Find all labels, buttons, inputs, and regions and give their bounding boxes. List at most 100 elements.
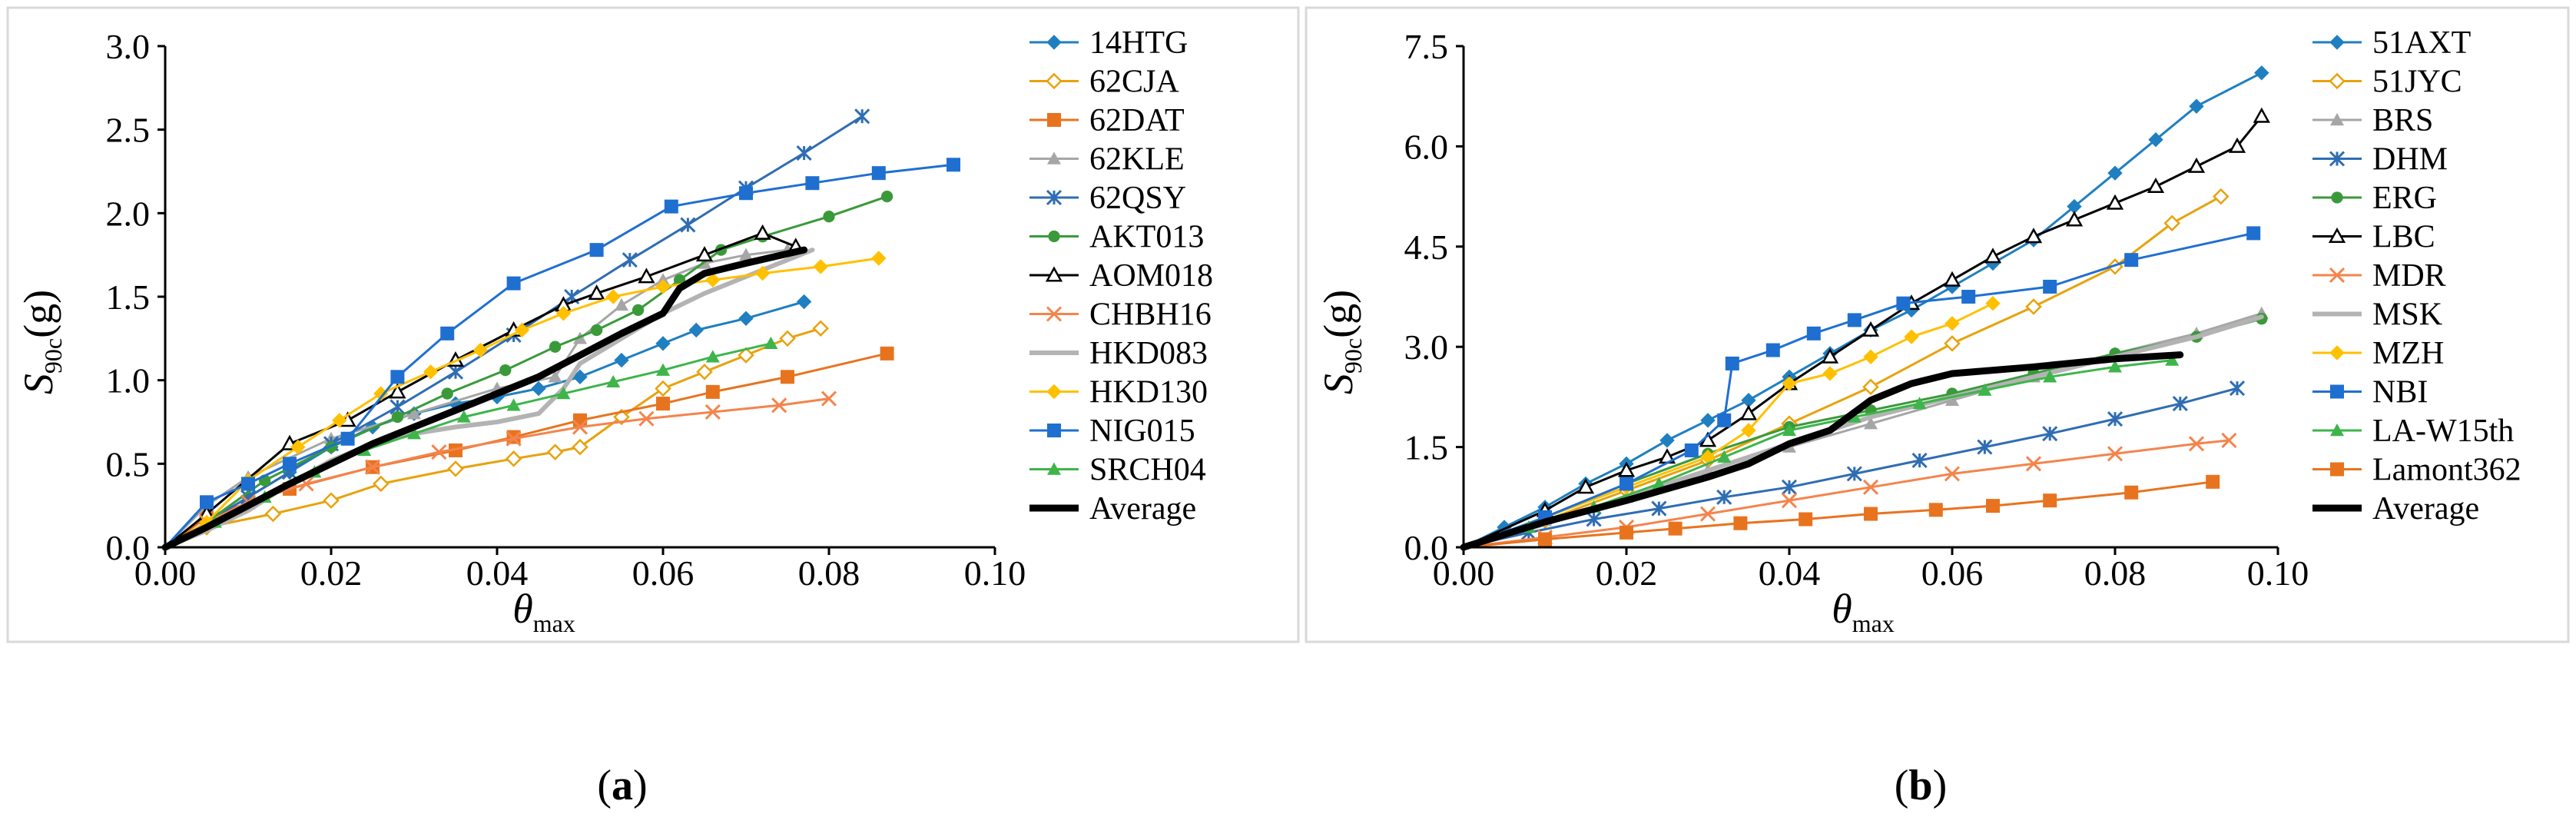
chart-a-legend-item-14htg: 14HTG <box>1029 25 1188 61</box>
chart-a-point-14htg <box>796 294 812 310</box>
chart-a-point-hkd130 <box>655 279 671 294</box>
chart-b-legend-item-mzh: MZH <box>2312 336 2444 371</box>
chart-a-point-62cja <box>373 475 390 493</box>
chart-a-legend-item-chbh16: CHBH16 <box>1029 297 1212 333</box>
chart-b-point-lamont362 <box>1538 532 1552 547</box>
chart-a-legend-label: 62DAT <box>1089 103 1185 138</box>
chart-a-point-akt013 <box>823 211 835 223</box>
chart-b-x-axis-label: θmax <box>1832 586 1895 637</box>
chart-b-line-lamont362 <box>1462 480 2214 549</box>
chart-b-point-brs <box>1945 393 1959 406</box>
chart-a-plot-area <box>161 108 960 551</box>
chart-a-x-tick-label: 0.00 <box>134 553 197 593</box>
chart-a-x-axis-label: θmax <box>512 586 575 637</box>
chart-a-legend-item-srch04: SRCH04 <box>1029 453 1206 488</box>
chart-b-x-tick-label: 0.00 <box>1433 553 1495 593</box>
chart-a-point-hkd130 <box>555 306 572 321</box>
chart-a-series-aom018 <box>164 224 804 549</box>
chart-b-legend-item-la-w15th: LA-W15th <box>2312 414 2514 449</box>
chart-a-point-hkd130 <box>472 342 489 358</box>
chart-a-point-14htg <box>655 336 671 351</box>
chart-b-point-mdr <box>1862 479 1879 495</box>
chart-b-point-dhm <box>2172 396 2188 412</box>
chart-b-point-mzh <box>1904 329 1919 344</box>
chart-b-point-lamont362 <box>1928 503 1943 517</box>
chart-a-point-akt013 <box>499 364 512 377</box>
chart-b-point-lamont362 <box>1668 521 1683 536</box>
chart-b-legend-item-lbc: LBC <box>2312 220 2435 255</box>
chart-b-point-lamont362 <box>2206 474 2220 489</box>
chart-a-point-srch04 <box>764 336 778 350</box>
chart-b-point-51axt <box>2107 165 2123 181</box>
chart-a-point-srch04 <box>506 398 521 411</box>
chart-a-point-chbh16 <box>506 430 522 447</box>
chart-a-point-chbh16 <box>572 419 588 435</box>
chart-b-legend-label: 51JYC <box>2372 65 2462 100</box>
chart-a-panel-label: (a) <box>597 762 647 809</box>
chart-a-series-average <box>161 246 808 551</box>
chart-b-border <box>1305 6 2570 643</box>
chart-b-point-nbi <box>1847 313 1862 327</box>
chart-b-point-mzh <box>1985 295 2001 311</box>
chart-a-point-chbh16 <box>638 410 655 427</box>
chart-a-x-tick-label: 0.04 <box>466 553 529 593</box>
chart-a-legend-marker <box>1046 384 1062 400</box>
chart-a-point-aom018 <box>588 284 605 301</box>
chart-a-point-nig015 <box>506 276 521 291</box>
chart-a-point-nig015 <box>871 166 886 181</box>
chart-b-point-nbi <box>2043 279 2057 294</box>
chart-b-legend-item-51jyc: 51JYC <box>2312 65 2462 100</box>
chart-b-series-mzh <box>1462 295 2001 549</box>
chart-a-point-akt013 <box>391 410 404 424</box>
chart-b-y-tick-label: 1.5 <box>1404 428 1449 467</box>
chart-b-point-la-w15th <box>1652 477 1666 490</box>
chart-a-legend-label: HKD083 <box>1089 336 1208 371</box>
chart-b-legend-label: Lamont362 <box>2372 453 2521 488</box>
chart-b-series-mdr <box>1462 432 2237 549</box>
chart-b-legend-label: ERG <box>2372 181 2437 216</box>
chart-b-point-dhm <box>2042 426 2058 442</box>
chart-b-point-lbc <box>2253 107 2270 123</box>
chart-a-point-nig015 <box>440 326 455 341</box>
chart-b-point-lamont362 <box>1986 499 2000 513</box>
chart-a-point-akt013 <box>880 190 893 203</box>
chart-b-legend-marker <box>2329 72 2346 90</box>
chart-b-point-nbi <box>1684 443 1699 457</box>
chart-a-series-srch04 <box>164 336 778 549</box>
chart-b-point-dhm <box>2229 380 2246 397</box>
chart-a-point-srch04 <box>606 374 621 388</box>
chart-b-line-nbi <box>1462 231 2255 549</box>
chart-b-point-mzh <box>1863 349 1878 364</box>
chart-a-legend-item-62kle: 62KLE <box>1029 142 1185 178</box>
chart-b-line-average <box>1460 351 2184 551</box>
chart-a-line-hkd130 <box>164 257 880 549</box>
chart-a-axes: 0.00 0.02 0.04 0.06 0.08 0.10 0.0 0.5 1.0 1.5 2.0 2… <box>106 27 1026 593</box>
chart-a-y-tick-label: 2.0 <box>106 194 151 233</box>
chart-a: 0.00 0.02 0.04 0.06 0.08 0.10 0.0 0.5 1.0 1.5 2.0 2… <box>6 6 1300 809</box>
chart-b-plot-area <box>1460 65 2270 551</box>
chart-b-legend-label: LA-W15th <box>2372 414 2514 449</box>
chart-b-line-lbc <box>1462 115 2263 549</box>
chart-b-point-51jyc <box>2025 298 2042 315</box>
chart-a-point-14htg <box>614 352 629 368</box>
chart-a-point-aom018 <box>389 383 406 399</box>
chart-b-point-51jyc <box>2163 214 2180 232</box>
chart-b-legend-label: BRS <box>2372 103 2433 138</box>
chart-b-legend-marker <box>2329 35 2345 50</box>
chart-b-legend-label: LBC <box>2372 220 2435 255</box>
chart-b-point-nbi <box>2124 253 2139 267</box>
chart-b-point-nbi <box>1806 326 1821 341</box>
chart-a-legend-marker <box>1047 424 1061 437</box>
chart-b-point-lamont362 <box>2043 493 2057 508</box>
chart-a-legend-item-62cja: 62CJA <box>1029 65 1179 100</box>
chart-a-point-nig015 <box>241 477 255 491</box>
chart-b-point-mdr <box>1699 506 1716 522</box>
chart-b-legend-marker <box>2329 345 2345 361</box>
chart-a-point-aom018 <box>695 246 714 262</box>
chart-b-point-nbi <box>2246 226 2261 241</box>
chart-b-x-tick-label: 0.08 <box>2084 553 2147 593</box>
chart-a-point-chbh16 <box>431 444 447 460</box>
chart-b-legend-item-erg: ERG <box>2312 181 2437 216</box>
chart-b-point-lamont362 <box>1620 525 1633 540</box>
